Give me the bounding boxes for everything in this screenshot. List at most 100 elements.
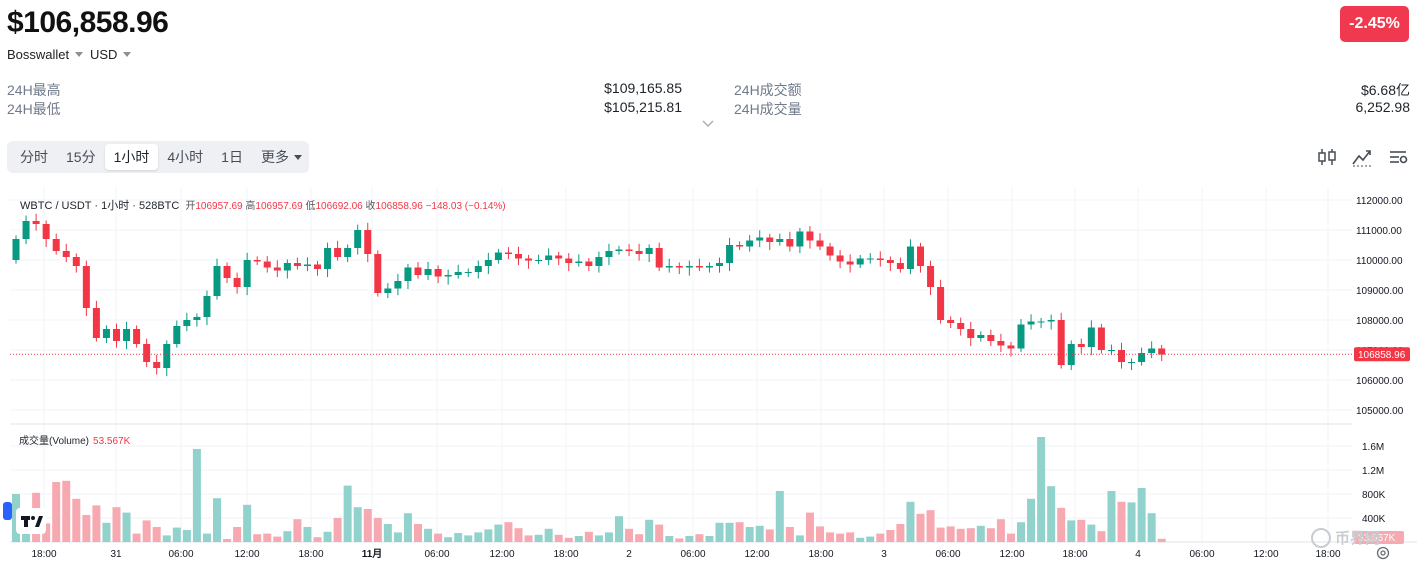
- gear-icon[interactable]: [1375, 545, 1391, 561]
- candle-body: [1027, 321, 1035, 325]
- volume-bar: [424, 528, 433, 542]
- time-axis-label: 11月: [362, 548, 383, 560]
- candle-body: [303, 264, 311, 266]
- candle-body: [102, 329, 110, 338]
- candle-body: [525, 258, 533, 261]
- candle-body: [806, 231, 814, 241]
- volume-bar: [263, 533, 272, 542]
- candle-body: [635, 251, 643, 254]
- volume-bar: [1157, 538, 1166, 542]
- exchange-selector[interactable]: Bosswallet: [7, 47, 84, 62]
- candle-body: [896, 263, 904, 269]
- volume-axis-label: 1.6M: [1362, 442, 1384, 453]
- candle-body: [957, 323, 965, 329]
- candle-body: [22, 221, 30, 239]
- tab-4h[interactable]: 4小时: [167, 149, 204, 165]
- volume-bar: [253, 534, 262, 542]
- volume-bar: [353, 507, 362, 542]
- tab-more-label: 更多: [260, 149, 289, 165]
- chevron-down-icon[interactable]: [702, 117, 714, 129]
- volume-bar: [1027, 498, 1036, 542]
- price-display: $106,858.96: [7, 6, 169, 39]
- candle-body: [1077, 344, 1085, 347]
- candle-body: [1107, 350, 1115, 351]
- volume-bar: [725, 522, 734, 542]
- candle-body: [816, 240, 824, 247]
- time-axis-label: 18:00: [808, 549, 833, 560]
- tab-time[interactable]: 分时: [20, 149, 48, 165]
- candle-body: [836, 255, 844, 262]
- candle-body: [977, 335, 985, 338]
- volume-bar: [564, 537, 573, 542]
- tradingview-logo-icon[interactable]: [16, 508, 46, 534]
- tab-1h[interactable]: 1小时: [104, 144, 159, 170]
- candle-body: [866, 258, 874, 260]
- caret-down-icon: [75, 52, 84, 57]
- volume-bar: [1077, 519, 1086, 542]
- settings-list-icon[interactable]: [1387, 146, 1409, 168]
- tab-15m[interactable]: 15分: [66, 149, 96, 165]
- candle-body: [675, 266, 683, 268]
- currency-selector[interactable]: USD: [90, 47, 132, 62]
- volume-bar: [82, 515, 91, 542]
- volume-legend-value: 53.567K: [93, 436, 131, 447]
- stat-turnover-label: 24H成交额: [734, 82, 802, 98]
- volume-bar: [293, 519, 302, 542]
- volume-bar: [1107, 491, 1116, 542]
- candle-body: [133, 329, 141, 344]
- candle-body: [374, 254, 382, 293]
- volume-bar: [936, 527, 945, 542]
- candle-body: [585, 261, 593, 266]
- candle-body: [906, 246, 914, 269]
- candlestick-icon[interactable]: [1316, 146, 1338, 168]
- candlestick-chart[interactable]: 112000.00 111000.00 110000.00 109000.00 1080…: [10, 188, 1417, 567]
- candle-body: [494, 252, 502, 260]
- time-axis-label: 3: [881, 549, 887, 560]
- volume-bar: [1057, 507, 1066, 542]
- candle-body: [354, 230, 362, 248]
- volume-bar: [1117, 501, 1126, 542]
- tab-1d[interactable]: 1日: [221, 149, 243, 165]
- indicator-icon[interactable]: [1351, 146, 1373, 168]
- volume-bar: [956, 528, 965, 542]
- volume-bar: [604, 532, 613, 542]
- candle-body: [12, 239, 20, 260]
- volume-axis-label: 1.2M: [1362, 466, 1384, 477]
- volume-bar: [916, 513, 925, 542]
- volume-bar: [202, 533, 211, 542]
- candle-body: [545, 255, 553, 260]
- watermark-logo-icon: [1311, 527, 1331, 548]
- volume-bar: [775, 491, 784, 542]
- volume-bar: [1127, 502, 1136, 542]
- time-axis-label: 18:00: [553, 549, 578, 560]
- volume-bar: [102, 522, 111, 542]
- volume-bar: [695, 534, 704, 542]
- volume-bar: [122, 512, 131, 542]
- volume-bar: [625, 528, 634, 542]
- candle-body: [1017, 324, 1025, 349]
- volume-bar: [52, 482, 61, 542]
- candle-body: [685, 266, 693, 268]
- last-price-tag: [1354, 347, 1410, 362]
- candle-body: [726, 245, 734, 263]
- panel-toggle-handle[interactable]: [3, 502, 12, 520]
- volume-bar: [876, 533, 885, 542]
- candle-body: [826, 246, 834, 256]
- volume-bar: [554, 534, 563, 542]
- volume-bar: [1137, 488, 1146, 542]
- volume-bar: [363, 509, 372, 542]
- candle-body: [32, 221, 40, 224]
- candle-body: [605, 251, 613, 257]
- volume-bar: [393, 532, 402, 542]
- candle-body: [1118, 350, 1125, 362]
- volume-bar: [534, 534, 543, 542]
- legend-low: 106692.06: [315, 201, 363, 212]
- time-axis-label: 06:00: [424, 549, 449, 560]
- candle-body: [1158, 348, 1166, 355]
- candle-body: [746, 240, 754, 247]
- price-axis-label: 112000.00: [1356, 196, 1403, 207]
- tab-more[interactable]: 更多: [252, 144, 311, 170]
- candle-body: [334, 248, 342, 257]
- stat-high-value: $109,165.85: [604, 80, 682, 96]
- caret-down-icon: [123, 52, 132, 57]
